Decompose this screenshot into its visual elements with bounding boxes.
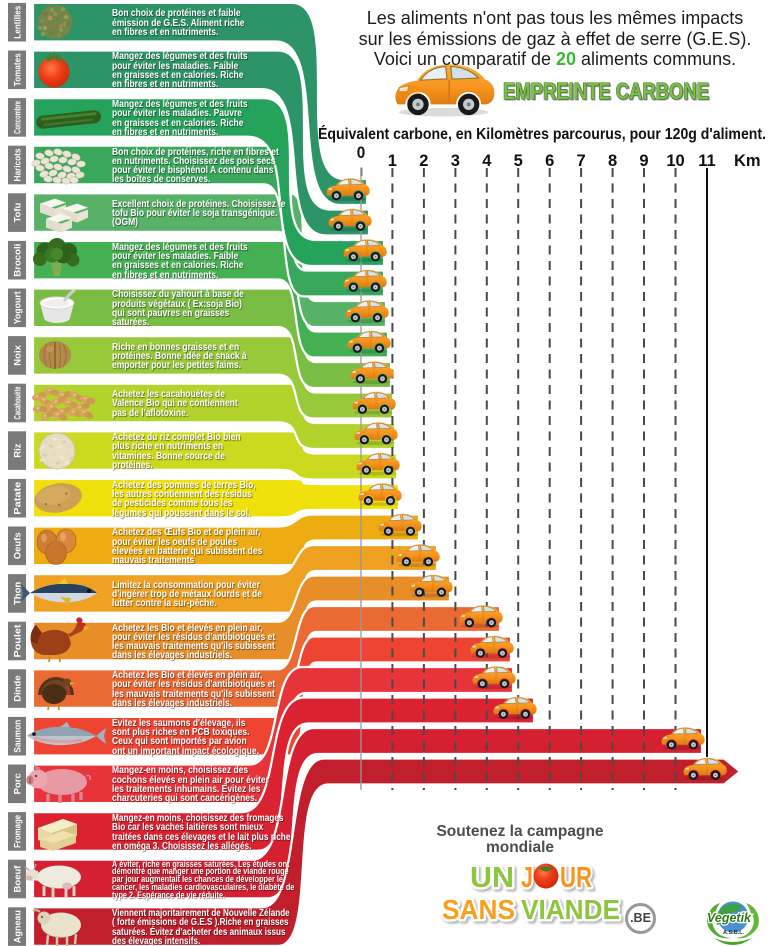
svg-text:VIANDE: VIANDE [521, 894, 620, 925]
svg-text:Patate: Patate [13, 482, 24, 515]
svg-text:UR: UR [560, 862, 592, 894]
svg-text:Yogourt: Yogourt [13, 291, 24, 325]
svg-text:6: 6 [545, 152, 554, 170]
svg-text:Brocoli: Brocoli [13, 244, 24, 277]
svg-text:Concombre: Concombre [13, 101, 24, 134]
svg-text:10: 10 [666, 152, 684, 170]
svg-text:Riz: Riz [13, 443, 24, 458]
svg-text:8: 8 [608, 152, 617, 170]
svg-text:Km: Km [734, 152, 761, 170]
svg-text:Noix: Noix [13, 344, 24, 365]
svg-text:J: J [521, 862, 533, 894]
svg-text:Saumon: Saumon [13, 720, 24, 753]
svg-text:5: 5 [514, 152, 523, 170]
svg-text:Cacahouète: Cacahouète [13, 387, 24, 420]
svg-text:Poulet: Poulet [13, 624, 24, 658]
svg-text:Oeufs: Oeufs [13, 532, 24, 559]
svg-text:Porc: Porc [13, 773, 24, 794]
svg-text:3: 3 [451, 152, 460, 170]
svg-text:Tomates: Tomates [13, 53, 24, 86]
svg-text:2: 2 [419, 152, 428, 170]
svg-text:Lentilles: Lentilles [13, 6, 24, 39]
svg-text:Dinde: Dinde [13, 675, 24, 701]
svg-text:Boeuf: Boeuf [13, 865, 24, 893]
svg-text:9: 9 [639, 152, 648, 170]
svg-text:Tofu: Tofu [13, 202, 24, 222]
svg-text:A.S.B.L.: A.S.B.L. [723, 930, 745, 936]
svg-text:Thon: Thon [13, 582, 24, 605]
svg-text:0: 0 [357, 144, 366, 162]
svg-text:Vegetik: Vegetik [707, 911, 752, 925]
svg-text:UN: UN [470, 862, 514, 894]
svg-text:Fromage: Fromage [13, 815, 24, 848]
svg-text:1: 1 [388, 152, 397, 170]
svg-text:Agneau: Agneau [13, 910, 24, 943]
svg-text:7: 7 [577, 152, 586, 170]
svg-text:SANS: SANS [442, 894, 515, 925]
svg-text:11: 11 [698, 152, 715, 170]
svg-text:Haricots: Haricots [13, 149, 24, 182]
svg-text:Équivalent carbone, en Kilomèt: Équivalent carbone, en Kilomètres parcou… [318, 126, 766, 143]
svg-text:EMPREINTE CARBONE: EMPREINTE CARBONE [503, 78, 709, 104]
svg-text:4: 4 [482, 152, 492, 170]
